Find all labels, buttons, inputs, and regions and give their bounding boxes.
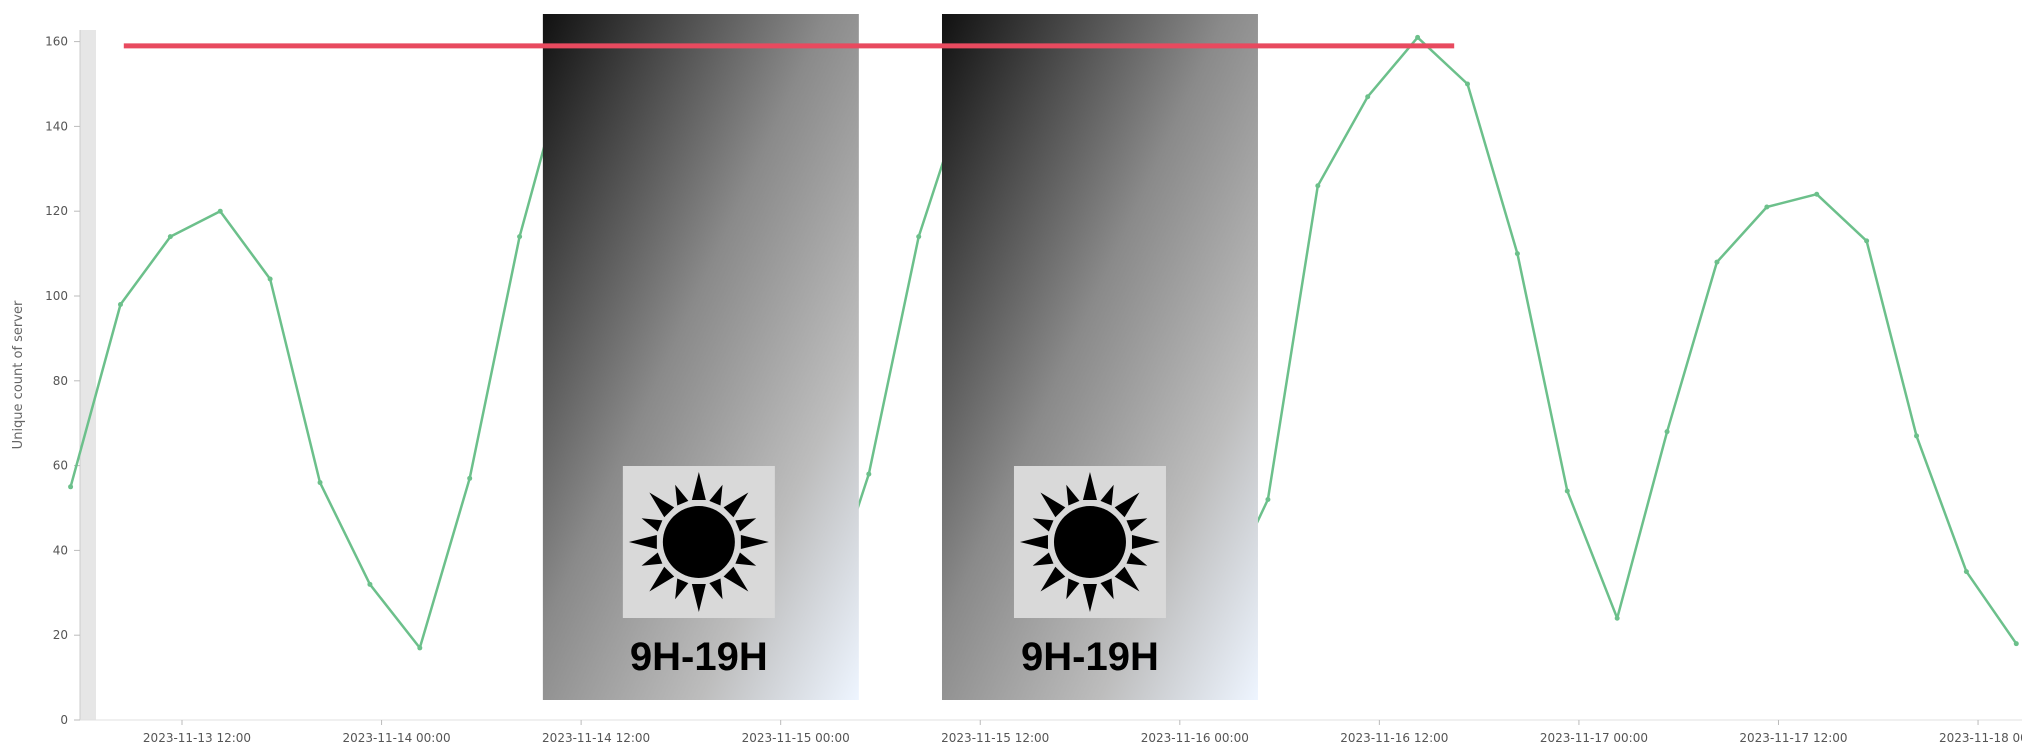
y-tick-label: 140 xyxy=(45,119,68,133)
y-tick-label: 60 xyxy=(53,459,68,473)
data-point xyxy=(1315,183,1321,189)
data-point xyxy=(2013,641,2019,647)
day-band-label: 9H-19H xyxy=(1021,635,1159,679)
data-point xyxy=(1764,204,1770,210)
x-axis: 2023-11-13 12:00 2023-11-14 00:00 2023-11-… xyxy=(80,719,2022,745)
data-point xyxy=(367,581,373,587)
y-tick-label: 100 xyxy=(45,289,68,303)
y-tick-label: 40 xyxy=(53,543,68,557)
x-tick-label: 2023-11-16 00:00 xyxy=(1141,731,1249,745)
y-axis-strip xyxy=(80,30,96,720)
data-point xyxy=(1464,81,1470,87)
data-point xyxy=(1365,94,1371,100)
data-point xyxy=(467,475,473,481)
x-tick-label: 2023-11-17 12:00 xyxy=(1739,731,1847,745)
x-tick-label: 2023-11-14 12:00 xyxy=(542,731,650,745)
day-bands-layer: 9H-19H 9H-19H xyxy=(542,14,1258,700)
data-point xyxy=(1963,569,1969,575)
x-tick-label: 2023-11-13 12:00 xyxy=(143,731,251,745)
x-tick-label: 2023-11-15 00:00 xyxy=(742,731,850,745)
data-point xyxy=(217,208,223,214)
y-tick-label: 120 xyxy=(45,204,68,218)
data-point xyxy=(1814,191,1820,197)
x-tick-label: 2023-11-16 12:00 xyxy=(1340,731,1448,745)
y-tick-label: 0 xyxy=(60,713,68,727)
y-tick-label: 80 xyxy=(53,374,68,388)
data-point xyxy=(1415,34,1421,40)
day-band-label: 9H-19H xyxy=(630,635,768,679)
x-tick-label: 2023-11-15 12:00 xyxy=(941,731,1049,745)
sun-icon xyxy=(622,466,775,618)
data-point xyxy=(267,276,273,282)
data-point xyxy=(68,484,74,490)
day-band: 9H-19H xyxy=(941,14,1258,700)
y-axis-title: Unique count of server xyxy=(11,300,26,449)
data-point xyxy=(117,301,123,307)
y-tick-label: 20 xyxy=(53,628,68,642)
data-point xyxy=(517,234,523,240)
x-tick-label: 2023-11-14 00:00 xyxy=(342,731,450,745)
data-point xyxy=(1714,259,1720,265)
day-band: 9H-19H xyxy=(542,14,859,700)
y-tick-label: 160 xyxy=(45,35,68,49)
data-point xyxy=(1864,238,1870,244)
y-axis: 0 20 40 60 80 100 120 140 160 xyxy=(45,30,81,727)
data-point xyxy=(417,645,423,651)
data-point xyxy=(1564,488,1570,494)
data-point xyxy=(317,480,323,486)
data-point xyxy=(1265,497,1271,503)
data-point xyxy=(1914,433,1920,439)
data-point xyxy=(1514,251,1520,257)
data-point xyxy=(866,471,872,477)
x-tick-label: 2023-11-17 00:00 xyxy=(1540,731,1648,745)
x-tick-label: 2023-11-18 00:00 xyxy=(1939,731,2022,745)
data-point xyxy=(916,234,922,240)
data-point xyxy=(167,234,173,240)
data-point xyxy=(1664,429,1670,435)
sun-icon xyxy=(1013,466,1166,618)
data-point xyxy=(1614,615,1620,621)
